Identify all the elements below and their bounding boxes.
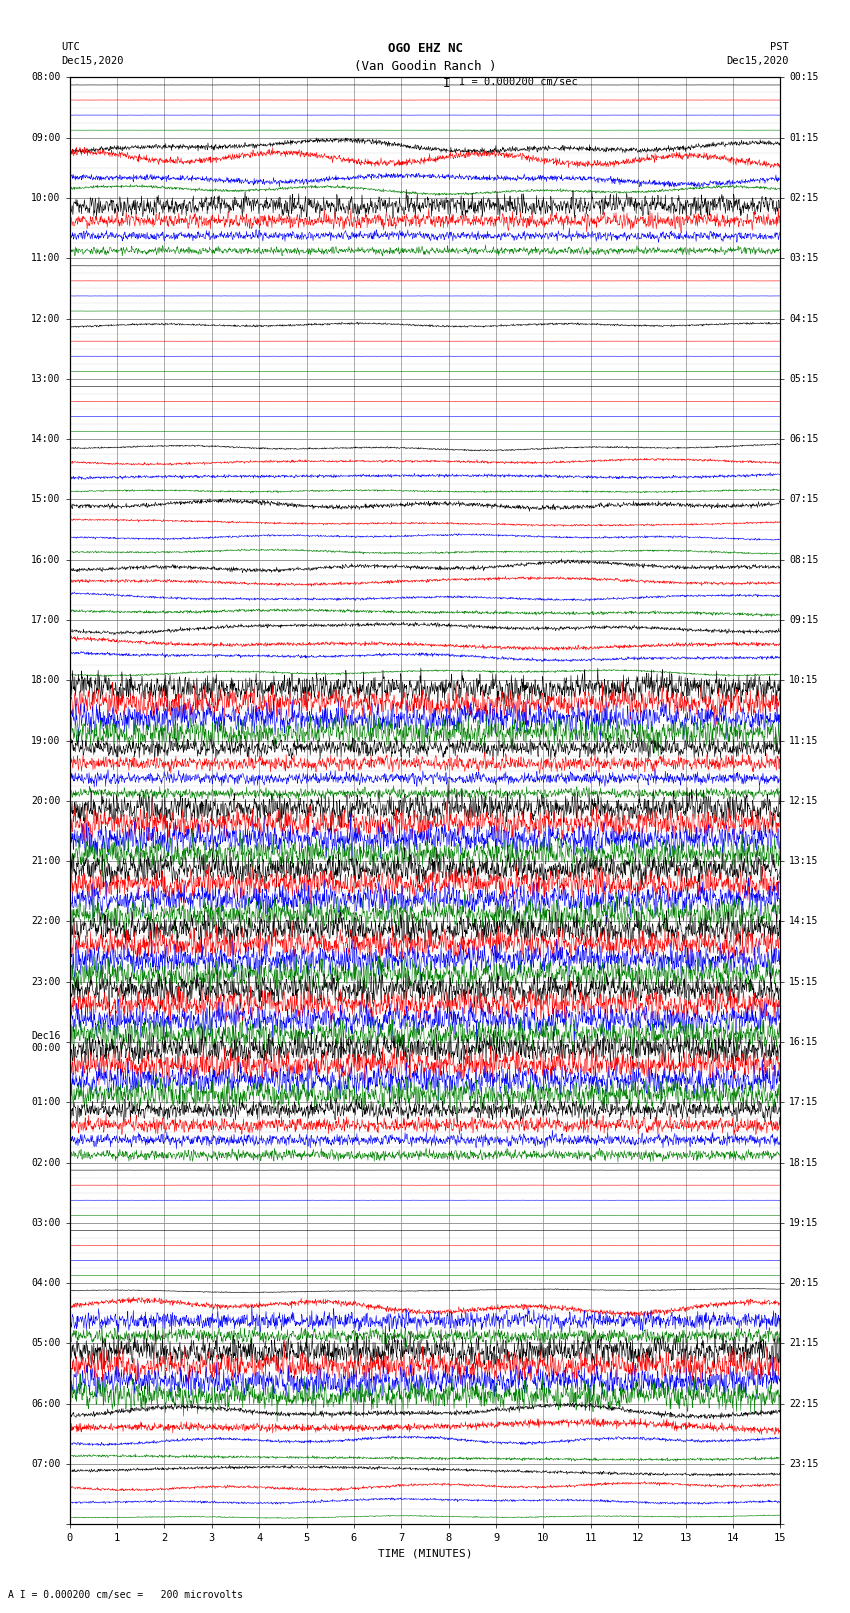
Text: Dec15,2020: Dec15,2020: [726, 56, 789, 66]
Text: A I = 0.000200 cm/sec =   200 microvolts: A I = 0.000200 cm/sec = 200 microvolts: [8, 1590, 243, 1600]
Text: UTC: UTC: [61, 42, 80, 52]
Text: PST: PST: [770, 42, 789, 52]
X-axis label: TIME (MINUTES): TIME (MINUTES): [377, 1548, 473, 1558]
Text: I = 0.000200 cm/sec: I = 0.000200 cm/sec: [459, 77, 578, 87]
Text: (Van Goodin Ranch ): (Van Goodin Ranch ): [354, 60, 496, 73]
Text: Dec15,2020: Dec15,2020: [61, 56, 124, 66]
Text: OGO EHZ NC: OGO EHZ NC: [388, 42, 462, 55]
Text: I: I: [443, 77, 450, 90]
